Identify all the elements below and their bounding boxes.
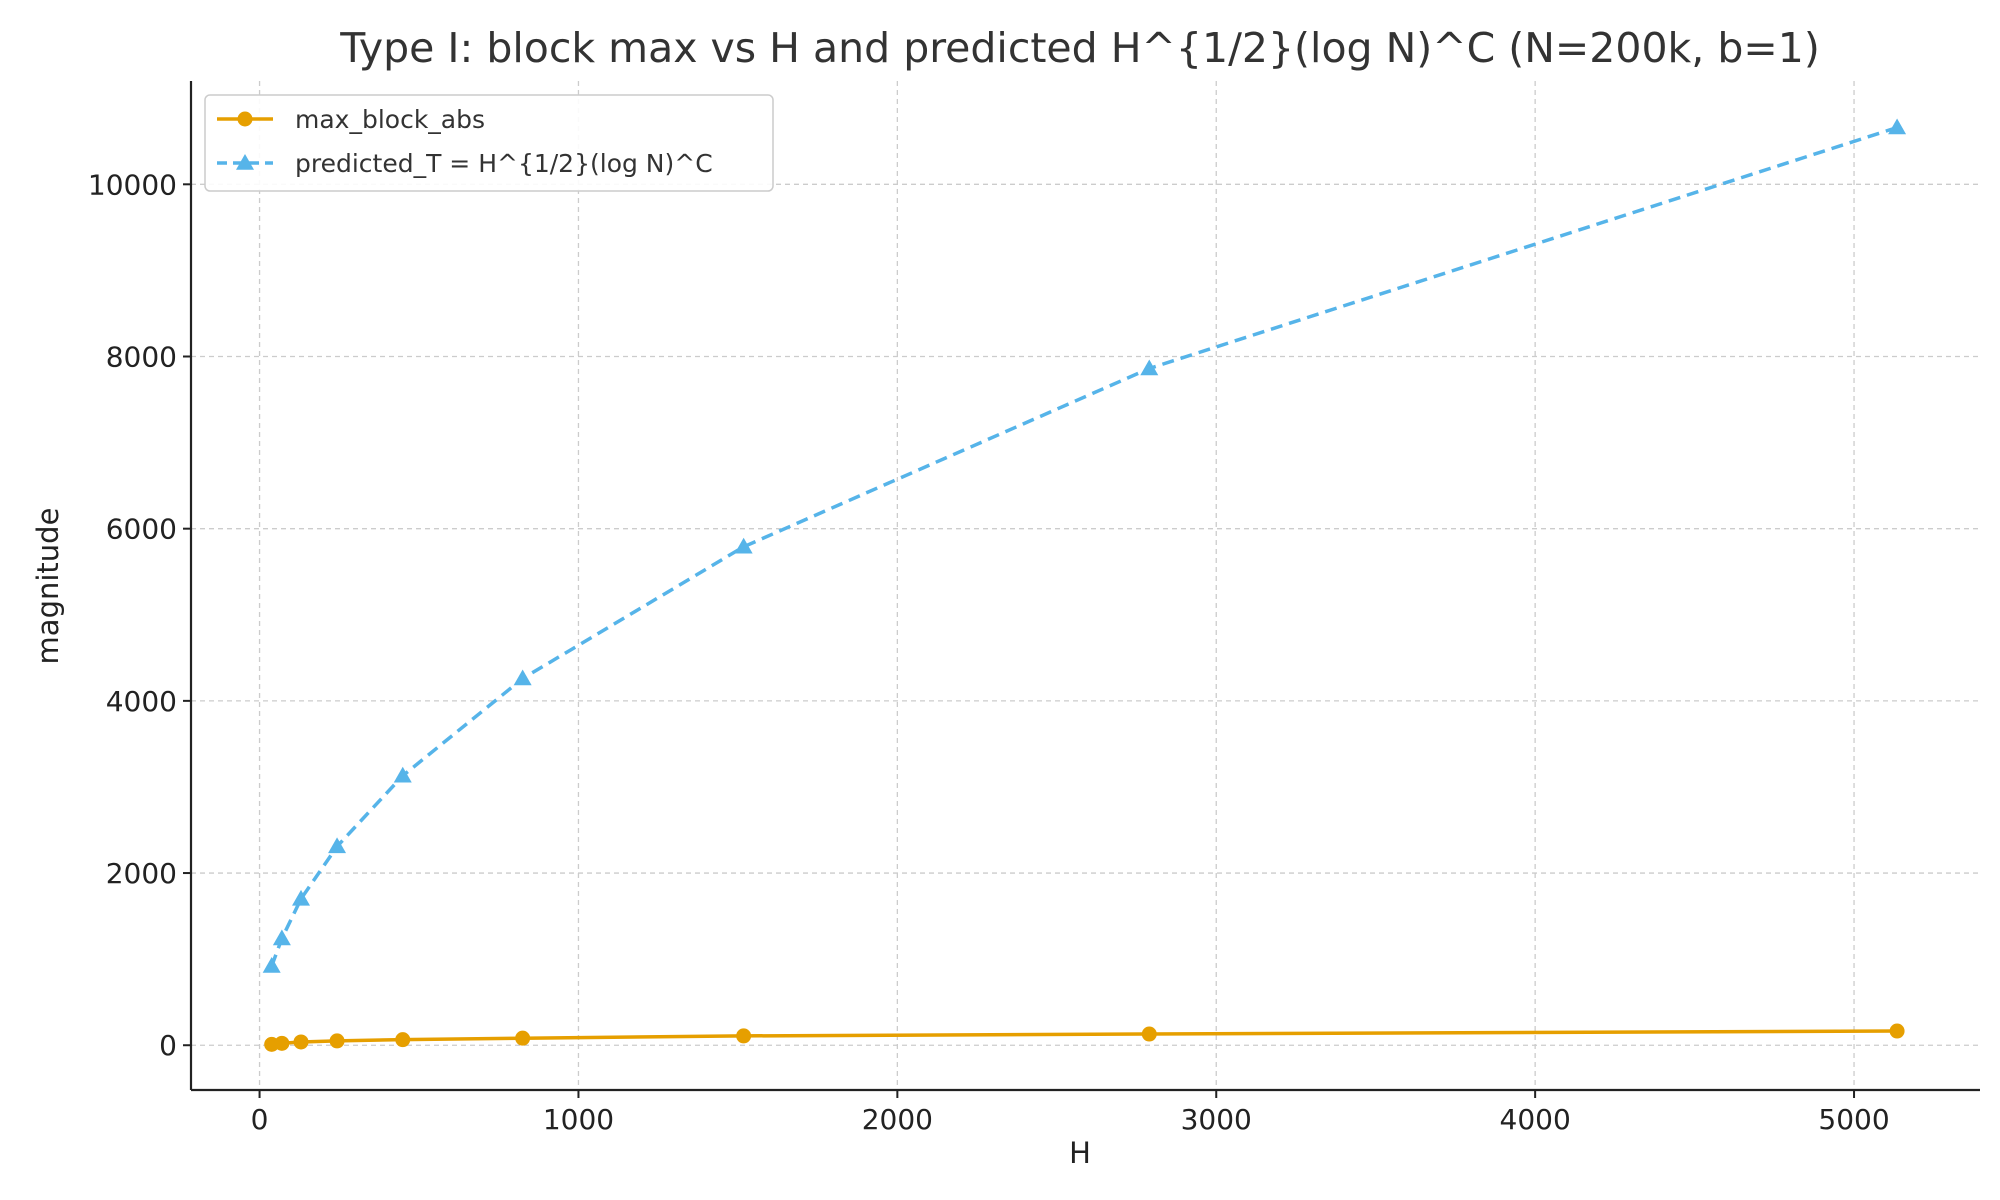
- circle-marker: [395, 1032, 411, 1048]
- x-tick-label: 2000: [862, 1103, 933, 1136]
- circle-marker: [1889, 1023, 1905, 1039]
- circle-marker: [293, 1034, 309, 1050]
- y-tick-label: 2000: [106, 857, 177, 890]
- chart-title: Type I: block max vs H and predicted H^{…: [339, 24, 1820, 72]
- x-tick-label: 4000: [1500, 1103, 1571, 1136]
- circle-marker: [736, 1028, 752, 1044]
- triangle-marker: [292, 889, 311, 906]
- series-layer: [262, 118, 1907, 1052]
- triangle-marker: [734, 537, 753, 554]
- y-tick-label: 10000: [88, 168, 177, 201]
- legend-triangle-marker: [236, 154, 254, 170]
- legend-item: predicted_T = H^{1/2}(log N)^C: [217, 149, 713, 178]
- y-axis-label: magnitude: [31, 508, 65, 665]
- legend-item: max_block_abs: [217, 105, 485, 134]
- x-tick-label: 1000: [543, 1103, 614, 1136]
- grid: [191, 81, 1980, 1090]
- legend-label: predicted_T = H^{1/2}(log N)^C: [295, 149, 713, 178]
- y-tick-label: 0: [159, 1029, 177, 1062]
- series-1: [264, 1023, 1905, 1052]
- x-tick-label: 0: [251, 1103, 269, 1136]
- y-tick-label: 6000: [106, 513, 177, 546]
- triangle-marker: [393, 766, 412, 783]
- circle-marker: [274, 1035, 290, 1051]
- triangle-marker: [1888, 118, 1907, 135]
- legend-circle-marker: [237, 111, 253, 127]
- x-axis-label: H: [1069, 1136, 1091, 1170]
- circle-marker: [515, 1030, 531, 1046]
- legend-label: max_block_abs: [295, 105, 485, 134]
- triangle-marker: [262, 957, 281, 973]
- circle-marker: [1141, 1026, 1157, 1042]
- triangle-marker: [1140, 359, 1159, 376]
- series-2: [262, 118, 1907, 973]
- triangle-marker: [272, 929, 291, 946]
- x-tick-label: 3000: [1181, 1103, 1252, 1136]
- legend-box: [204, 94, 774, 192]
- legend: max_block_abs predicted_T = H^{1/2}(log N…: [204, 94, 774, 192]
- y-tick-label: 8000: [106, 340, 177, 373]
- triangle-marker: [328, 837, 347, 854]
- x-tick-label: 5000: [1818, 1103, 1889, 1136]
- triangle-marker: [513, 669, 532, 686]
- circle-marker: [329, 1033, 345, 1049]
- axes: 0 1000 2000 3000 4000 5000 0 2000 4000 6000 8000 10…: [88, 81, 1980, 1136]
- y-tick-label: 4000: [106, 685, 177, 718]
